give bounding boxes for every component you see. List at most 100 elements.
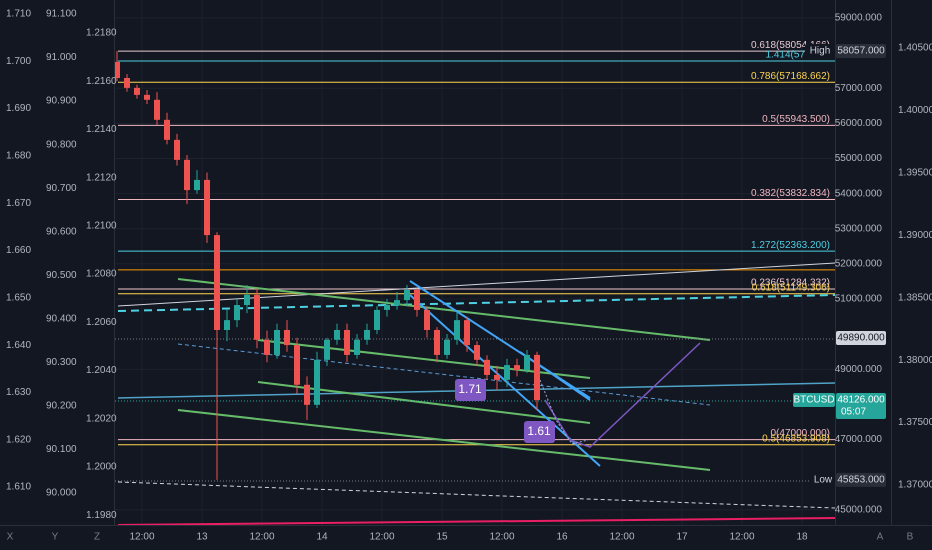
y-tick-label: 91.100 bbox=[46, 9, 77, 20]
price-badge-name: Low bbox=[814, 475, 833, 486]
candle-body bbox=[404, 289, 410, 301]
y-tick-label: 90.800 bbox=[46, 139, 77, 150]
y-tick-label: 1.39000 bbox=[898, 230, 932, 241]
candle-body bbox=[354, 339, 360, 355]
y-tick-label: 1.39500 bbox=[898, 167, 932, 178]
y-tick-label: 56000.000 bbox=[835, 118, 883, 129]
annotation-box bbox=[455, 379, 486, 401]
trend-line bbox=[117, 262, 836, 307]
y-tick-label: 1.2020 bbox=[86, 413, 117, 424]
y-tick-label: 53000.000 bbox=[835, 223, 883, 234]
y-tick-label: 90.600 bbox=[46, 226, 77, 237]
price-badge-value: 48126.000 bbox=[837, 395, 885, 406]
candle-body bbox=[364, 329, 370, 340]
y-tick-label: 90.000 bbox=[46, 488, 77, 499]
price-badge-name-box bbox=[811, 472, 835, 487]
projection-path bbox=[539, 379, 589, 445]
y-tick-label: 1.2180 bbox=[86, 28, 117, 39]
y-tick-label: 1.710 bbox=[6, 9, 31, 20]
candle-body bbox=[204, 179, 210, 236]
axis-letter: Y bbox=[52, 532, 59, 543]
y-tick-label: 1.640 bbox=[6, 340, 31, 351]
level-label: 0.618(51149.306) bbox=[752, 282, 830, 293]
y-tick-label: 1.700 bbox=[6, 56, 31, 67]
y-tick-label: 1.40500 bbox=[898, 43, 932, 54]
y-tick-label: 57000.000 bbox=[835, 83, 883, 94]
candle-body bbox=[194, 179, 200, 191]
level-label: 0.786(57168.662) bbox=[751, 71, 830, 82]
candle-body bbox=[294, 345, 300, 385]
candle-body bbox=[394, 300, 400, 306]
candle-body bbox=[144, 94, 150, 100]
candle-body bbox=[284, 329, 290, 346]
annotation-box bbox=[524, 421, 555, 443]
trend-line bbox=[117, 517, 836, 526]
price-badge-value: 58057.000 bbox=[837, 46, 885, 57]
candle-body bbox=[424, 309, 430, 330]
candle-body bbox=[494, 374, 500, 380]
level-label: 0(47000.000) bbox=[771, 428, 831, 439]
x-tick-label: 13 bbox=[196, 532, 208, 543]
y-tick-label: 1.1980 bbox=[86, 510, 117, 521]
price-badge-countdown: 05:07 bbox=[841, 407, 866, 418]
candle-body bbox=[534, 354, 540, 401]
y-tick-label: 1.2080 bbox=[86, 269, 117, 280]
candle-body bbox=[124, 78, 130, 88]
x-tick-label: 12:00 bbox=[129, 532, 154, 543]
y-tick-label: 1.37000 bbox=[898, 480, 932, 491]
fib-levels: 0.618(58054.166)1.414(57773.7 0.786(57168… bbox=[118, 40, 835, 446]
y-tick-label: 90.500 bbox=[46, 270, 77, 281]
candle-body bbox=[174, 139, 180, 160]
candle-body bbox=[374, 309, 380, 330]
channel-line bbox=[519, 351, 591, 401]
candle-body bbox=[474, 345, 480, 360]
price-badge bbox=[836, 472, 886, 487]
price-badge bbox=[836, 44, 886, 59]
candle-body bbox=[344, 329, 350, 355]
candle-body bbox=[514, 365, 520, 371]
price-badge bbox=[836, 393, 886, 420]
candle-body bbox=[134, 87, 140, 95]
y-tick-label: 1.37500 bbox=[898, 417, 932, 428]
candle-body bbox=[384, 305, 390, 310]
y-tick-label: 1.2060 bbox=[86, 317, 117, 328]
candle-body bbox=[224, 320, 230, 330]
candle-body bbox=[114, 61, 120, 79]
y-tick-label: 1.2000 bbox=[86, 462, 117, 473]
y-tick-label: 1.2120 bbox=[86, 172, 117, 183]
axis-letter: A bbox=[877, 532, 884, 543]
x-tick-label: 15 bbox=[436, 532, 448, 543]
y-tick-label: 54000.000 bbox=[835, 188, 883, 199]
y-tick-label: 1.40000 bbox=[898, 105, 932, 116]
candle-body bbox=[324, 339, 330, 360]
candle-body bbox=[444, 339, 450, 355]
channel-line bbox=[177, 409, 711, 471]
candle-body bbox=[154, 99, 160, 120]
level-label: 1.414(57773.7 bbox=[765, 50, 830, 61]
y-tick-label: 1.650 bbox=[6, 292, 31, 303]
price-badge-name: BTCUSD bbox=[793, 395, 834, 406]
y-tick-label: 90.200 bbox=[46, 401, 77, 412]
y-tick-label: 90.700 bbox=[46, 183, 77, 194]
y-tick-label: 1.2140 bbox=[86, 124, 117, 135]
trend-line bbox=[117, 481, 836, 509]
y-tick-label: 1.2160 bbox=[86, 76, 117, 87]
price-badge bbox=[836, 331, 886, 346]
axis-letter: B bbox=[907, 532, 914, 543]
y-tick-label: 1.670 bbox=[6, 198, 31, 209]
x-tick-label: 12:00 bbox=[729, 532, 754, 543]
candle-body bbox=[184, 159, 190, 191]
channel-line bbox=[257, 381, 591, 424]
x-tick-label: 17 bbox=[676, 532, 688, 543]
candle-body bbox=[234, 305, 240, 321]
y-tick-label: 49000.000 bbox=[835, 364, 883, 375]
y-tick-label: 1.630 bbox=[6, 387, 31, 398]
candle-body bbox=[414, 289, 420, 310]
candle-body bbox=[434, 329, 440, 355]
y-tick-label: 1.660 bbox=[6, 245, 31, 256]
x-tick-label: 14 bbox=[316, 532, 328, 543]
y-tick-label: 90.900 bbox=[46, 96, 77, 107]
x-tick-label: 12:00 bbox=[249, 532, 274, 543]
